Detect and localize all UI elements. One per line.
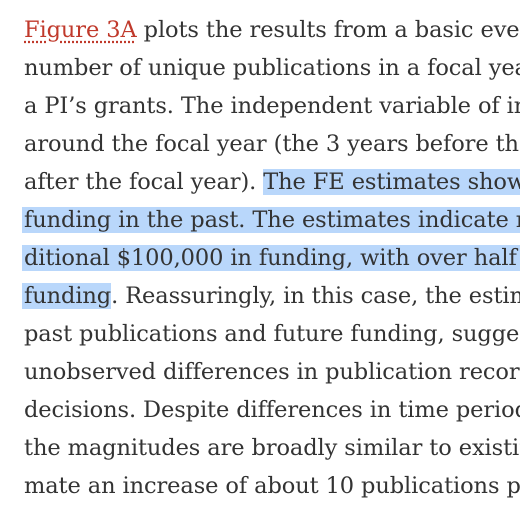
- text-line-4: around the focal year (the 3 years befor…: [24, 131, 520, 157]
- selected-text-start[interactable]: The FE estimates show: [263, 169, 520, 195]
- text-line-8: funding. Reassuringly, in this case, the…: [22, 278, 520, 316]
- selected-text-end[interactable]: funding: [22, 283, 112, 309]
- text-line-2: number of unique publications in a focal…: [24, 55, 520, 81]
- text-line-11: decisions. Despite differences in time p…: [24, 397, 520, 423]
- text-line-10: unobserved differences in publication re…: [24, 359, 520, 385]
- text-line-9: past publications and future funding, su…: [24, 321, 520, 347]
- line-1-text: plots the results from a basic even: [136, 17, 520, 43]
- text-line-7: ditional $100,000 in funding, with over …: [22, 240, 520, 278]
- selected-text-line-6[interactable]: funding in the past. The estimates indic…: [22, 207, 520, 233]
- text-line-13: mate an increase of about 10 publication…: [24, 473, 520, 499]
- line-8-text: . Reassuringly, in this case, the estim: [111, 283, 520, 309]
- text-line-1: Figure 3A plots the results from a basic…: [24, 12, 520, 50]
- selected-text-line-7[interactable]: ditional $100,000 in funding, with over …: [22, 245, 520, 271]
- text-line-5: after the focal year). The FE estimates …: [24, 164, 520, 202]
- text-line-3: a PI’s grants. The independent variable …: [24, 93, 520, 119]
- text-line-6: funding in the past. The estimates indic…: [22, 202, 520, 240]
- line-5-text: after the focal year).: [24, 169, 264, 195]
- figure-3a-link[interactable]: Figure 3A: [24, 17, 137, 43]
- text-line-12: the magnitudes are broadly similar to ex…: [24, 435, 520, 461]
